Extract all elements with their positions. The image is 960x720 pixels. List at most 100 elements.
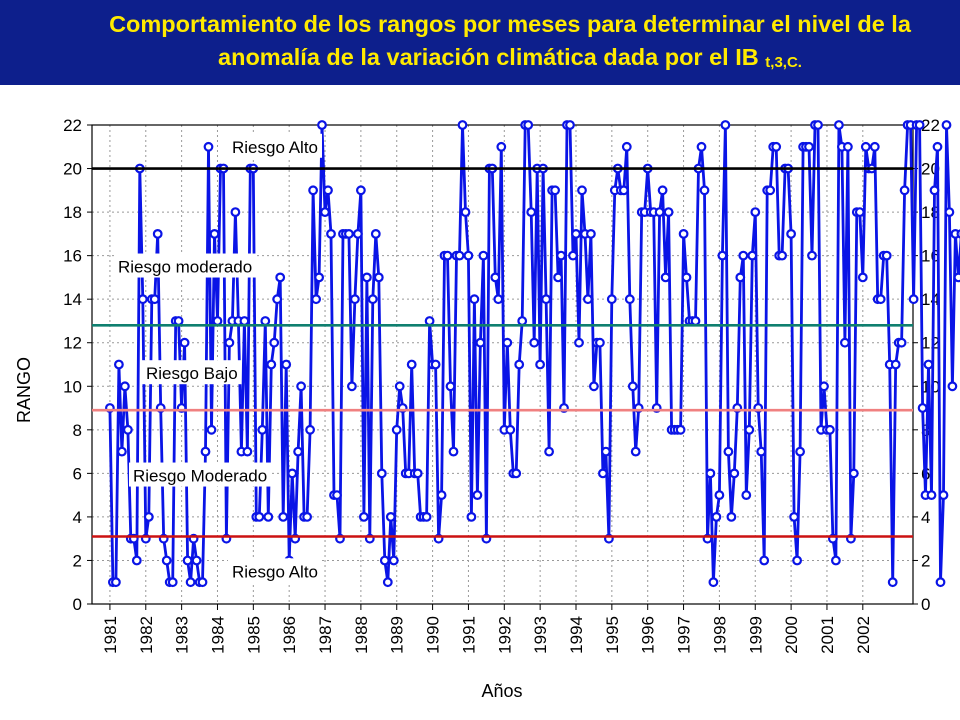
data-point [831,555,841,566]
x-tick-label: 1993 [531,616,550,654]
data-point [834,120,844,130]
data-point [565,120,575,130]
data-point [424,316,435,326]
data-point [711,512,722,522]
data-point [475,337,486,348]
annotation-label: Riesgo Bajo [146,364,238,383]
data-point [807,250,817,261]
data-point [601,446,611,457]
data-point [239,316,250,326]
y-tick-label-right: 10 [921,377,940,396]
data-point [356,185,366,196]
data-point [179,337,190,348]
data-point [122,424,133,435]
data-point [869,141,880,152]
data-point [350,294,360,305]
data-point [281,359,292,370]
data-point [200,446,211,457]
data-point [445,381,456,392]
data-point [197,577,208,588]
x-tick-label: 1989 [388,616,407,654]
data-point [442,250,453,261]
data-point [394,381,405,392]
data-point [541,294,551,305]
data-point [627,381,638,392]
data-point [595,337,605,348]
data-point [143,512,154,522]
x-tick-label: 1995 [603,616,622,654]
data-point [287,468,298,479]
data-point [472,490,483,501]
data-point [317,120,327,130]
data-point [705,468,716,479]
data-point [914,120,925,130]
data-point [149,294,160,305]
data-point [624,294,635,305]
data-point [382,577,393,588]
x-tick-label: 1981 [101,616,120,654]
data-point [320,207,330,218]
annotation-bg [129,462,272,487]
data-point [388,555,399,566]
series-rango [104,120,960,588]
data-point [529,337,540,348]
data-point [908,294,919,305]
data-point [663,207,674,218]
data-point [750,207,761,218]
data-point [598,468,608,479]
data-point [379,555,390,566]
data-point [391,424,402,435]
data-point [786,228,796,239]
data-point [804,141,814,152]
data-point [574,337,584,348]
data-point [535,359,545,370]
data-point [630,446,641,457]
y-tick-label-right: 4 [921,508,930,527]
data-point [206,424,217,435]
data-point [544,446,554,457]
data-point [362,272,372,283]
x-tick-label: 2001 [818,616,837,654]
data-point [678,228,689,239]
data-point [618,185,629,196]
data-point [747,250,758,261]
data-point [571,228,581,239]
data-point [230,207,241,218]
data-point [326,228,336,239]
data-point [257,424,268,435]
y-tick-label-right: 12 [921,334,940,353]
data-point [314,272,325,283]
data-point [932,141,943,152]
data-point [583,294,593,305]
data-point [344,228,354,239]
data-point [302,512,313,522]
data-point [173,316,184,326]
x-tick-label: 1990 [424,616,443,654]
data-point [167,577,178,588]
data-point [182,555,193,566]
data-point [890,359,901,370]
data-point [765,185,776,196]
threshold-lines [92,167,913,538]
data-point [660,272,671,283]
x-tick-label: 1985 [244,616,263,654]
y-tick-label-right: 0 [921,595,930,614]
x-axis: 1981 1982 1983 1984 1985 1986 1987 1988 1989 1990… [101,604,873,654]
x-tick-label: 1983 [173,616,192,654]
data-point [848,468,859,479]
data-point [586,228,596,239]
y-tick-label-right: 2 [921,551,930,570]
data-point [675,424,686,435]
y-tick-label-left: 14 [63,290,82,309]
data-point [875,294,886,305]
data-point [843,141,853,152]
data-point [514,359,525,370]
data-point [568,250,578,261]
x-tick-label: 1994 [567,616,586,654]
data-point [708,577,719,588]
data-point [741,490,752,501]
x-tick-label: 1987 [316,616,335,654]
data-point [738,250,749,261]
data-point [496,141,507,152]
